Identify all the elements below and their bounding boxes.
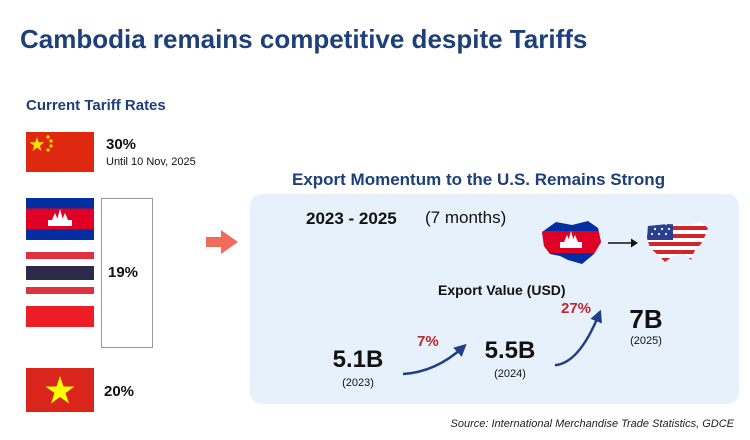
panel-title: Export Momentum to the U.S. Remains Stro… bbox=[292, 170, 666, 189]
growth-arrow-1 bbox=[402, 343, 467, 376]
arrow-icon bbox=[607, 236, 639, 254]
tariff-heading: Current Tariff Rates bbox=[26, 97, 166, 114]
vietnam-flag bbox=[26, 368, 94, 412]
china-flag bbox=[26, 132, 94, 172]
year-label-2025: (2025) bbox=[630, 335, 662, 348]
group-bracket bbox=[101, 198, 153, 348]
vietnam-rate: 20% bbox=[104, 383, 135, 400]
source-note: Source: International Merchandise Trade … bbox=[450, 418, 734, 430]
page-title: Cambodia remains competitive despite Tar… bbox=[20, 24, 588, 54]
growth-label-2024: 7% bbox=[417, 333, 439, 351]
period-label: 2023 - 2025 bbox=[306, 209, 397, 228]
usa-map-icon bbox=[645, 218, 711, 271]
arrow-right-icon bbox=[206, 230, 238, 259]
period-note: (7 months) bbox=[425, 208, 507, 227]
group-rate: 19% bbox=[108, 264, 139, 281]
growth-label-2025: 27% bbox=[561, 300, 592, 318]
value-label-2023: 5.1B bbox=[332, 346, 384, 373]
year-label-2023: (2023) bbox=[342, 377, 374, 389]
thailand-flag bbox=[26, 252, 94, 294]
value-label-2024: 5.5B bbox=[484, 337, 536, 365]
china-rate-note: Until 10 Nov, 2025 bbox=[106, 156, 196, 168]
china-rate: 30% bbox=[106, 136, 137, 153]
value-label-2025: 7B bbox=[629, 304, 663, 335]
growth-arrow-2 bbox=[554, 309, 602, 367]
indonesia-flag bbox=[26, 306, 94, 348]
cambodia-flag bbox=[26, 198, 94, 240]
cambodia-map-icon bbox=[538, 218, 604, 271]
export-value-label: Export Value (USD) bbox=[438, 282, 566, 298]
year-label-2024: (2024) bbox=[494, 368, 526, 381]
